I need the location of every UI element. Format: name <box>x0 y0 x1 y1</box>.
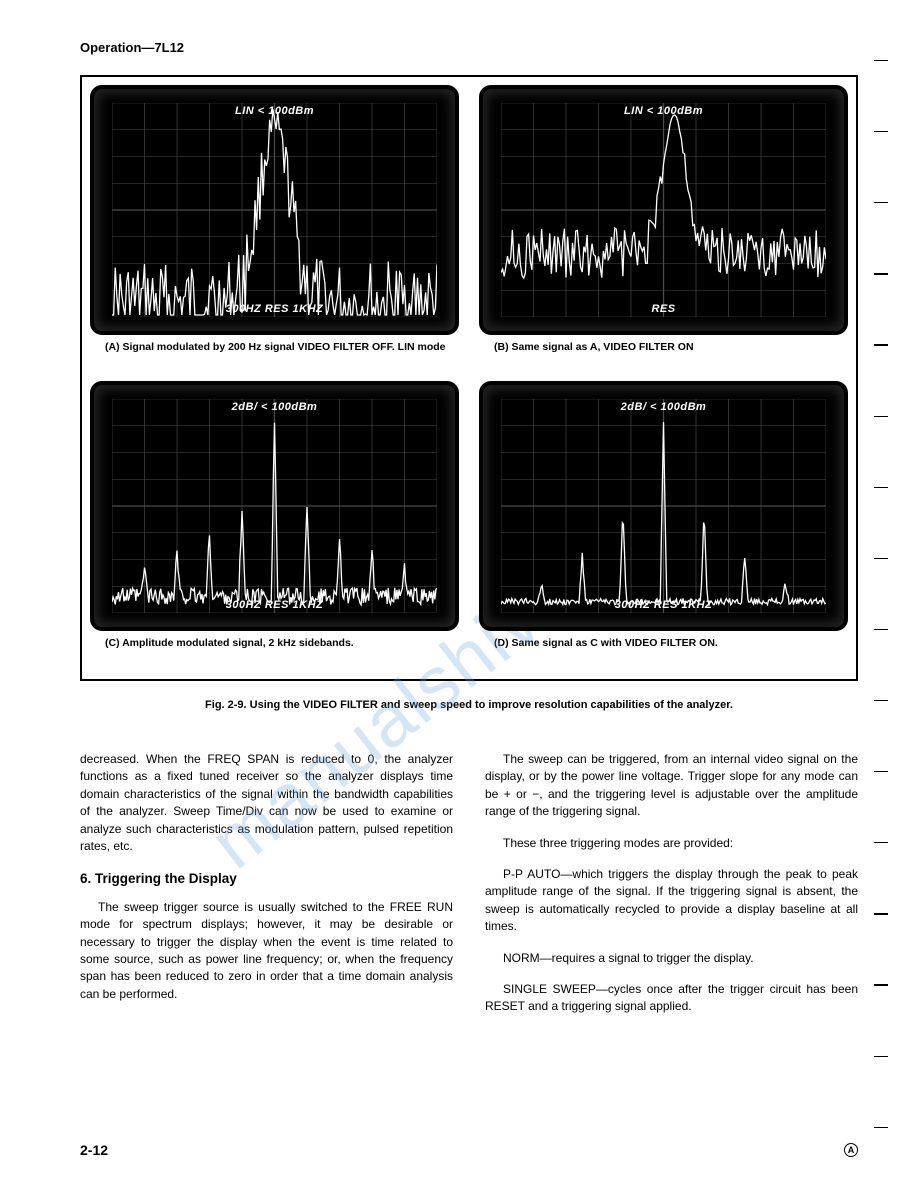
scope-D-svg <box>501 399 826 613</box>
scope-C-caption: (C) Amplitude modulated signal, 2 kHz si… <box>90 637 459 663</box>
scope-C-svg <box>112 399 437 613</box>
right-p5: SINGLE SWEEP—cycles once after the trigg… <box>485 981 858 1016</box>
left-p2: The sweep trigger source is usually swit… <box>80 899 453 1003</box>
binder-marks <box>868 60 888 1128</box>
scope-D-caption: (D) Same signal as C with VIDEO FILTER O… <box>479 637 848 663</box>
section-6-heading: 6. Triggering the Display <box>80 869 453 889</box>
right-column: The sweep can be triggered, from an inte… <box>485 751 858 1030</box>
scope-A-bottom-readout: 300HZ RES 1KHZ <box>226 303 323 315</box>
scope-D-top-readout: 2dB/ < 100dBm <box>621 401 707 413</box>
page-footer: 2-12 A <box>80 1142 858 1158</box>
scope-B: LIN < 100dBm RES (B) Same signal as A, V… <box>479 85 848 375</box>
left-column: decreased. When the FREQ SPAN is reduced… <box>80 751 453 1030</box>
scope-C-bottom-readout: 300HZ RES 1KHZ <box>226 599 323 611</box>
figure-2-9: LIN < 100dBm 300HZ RES 1KHZ (A) Signal m… <box>80 75 858 681</box>
scope-A-screen: LIN < 100dBm 300HZ RES 1KHZ <box>90 85 459 335</box>
scope-D-bottom-readout: 300HZ RES 1KHZ <box>615 599 712 611</box>
scope-D: 2dB/ < 100dBm 300HZ RES 1KHZ (D) Same si… <box>479 381 848 671</box>
page-number: 2-12 <box>80 1142 108 1158</box>
right-p4: NORM—requires a signal to trigger the di… <box>485 950 858 967</box>
scope-A-svg <box>112 103 437 317</box>
scope-B-bottom-readout: RES <box>651 303 675 315</box>
left-p1: decreased. When the FREQ SPAN is reduced… <box>80 751 453 855</box>
body-text: decreased. When the FREQ SPAN is reduced… <box>80 751 858 1030</box>
page-header: Operation—7L12 <box>80 40 858 55</box>
scope-B-caption: (B) Same signal as A, VIDEO FILTER ON <box>479 341 848 367</box>
figure-caption: Fig. 2-9. Using the VIDEO FILTER and swe… <box>80 699 858 711</box>
right-p3: P-P AUTO—which triggers the display thro… <box>485 866 858 936</box>
right-p2: These three triggering modes are provide… <box>485 835 858 852</box>
footer-symbol: A <box>844 1143 858 1157</box>
scope-B-top-readout: LIN < 100dBm <box>624 105 703 117</box>
scope-C-top-readout: 2dB/ < 100dBm <box>232 401 318 413</box>
scope-A: LIN < 100dBm 300HZ RES 1KHZ (A) Signal m… <box>90 85 459 375</box>
scope-C-screen: 2dB/ < 100dBm 300HZ RES 1KHZ <box>90 381 459 631</box>
scope-D-screen: 2dB/ < 100dBm 300HZ RES 1KHZ <box>479 381 848 631</box>
scope-B-screen: LIN < 100dBm RES <box>479 85 848 335</box>
scope-C: 2dB/ < 100dBm 300HZ RES 1KHZ (C) Amplitu… <box>90 381 459 671</box>
scope-A-caption: (A) Signal modulated by 200 Hz signal VI… <box>90 341 459 367</box>
scope-A-top-readout: LIN < 100dBm <box>235 105 314 117</box>
scope-B-svg <box>501 103 826 317</box>
right-p1: The sweep can be triggered, from an inte… <box>485 751 858 821</box>
